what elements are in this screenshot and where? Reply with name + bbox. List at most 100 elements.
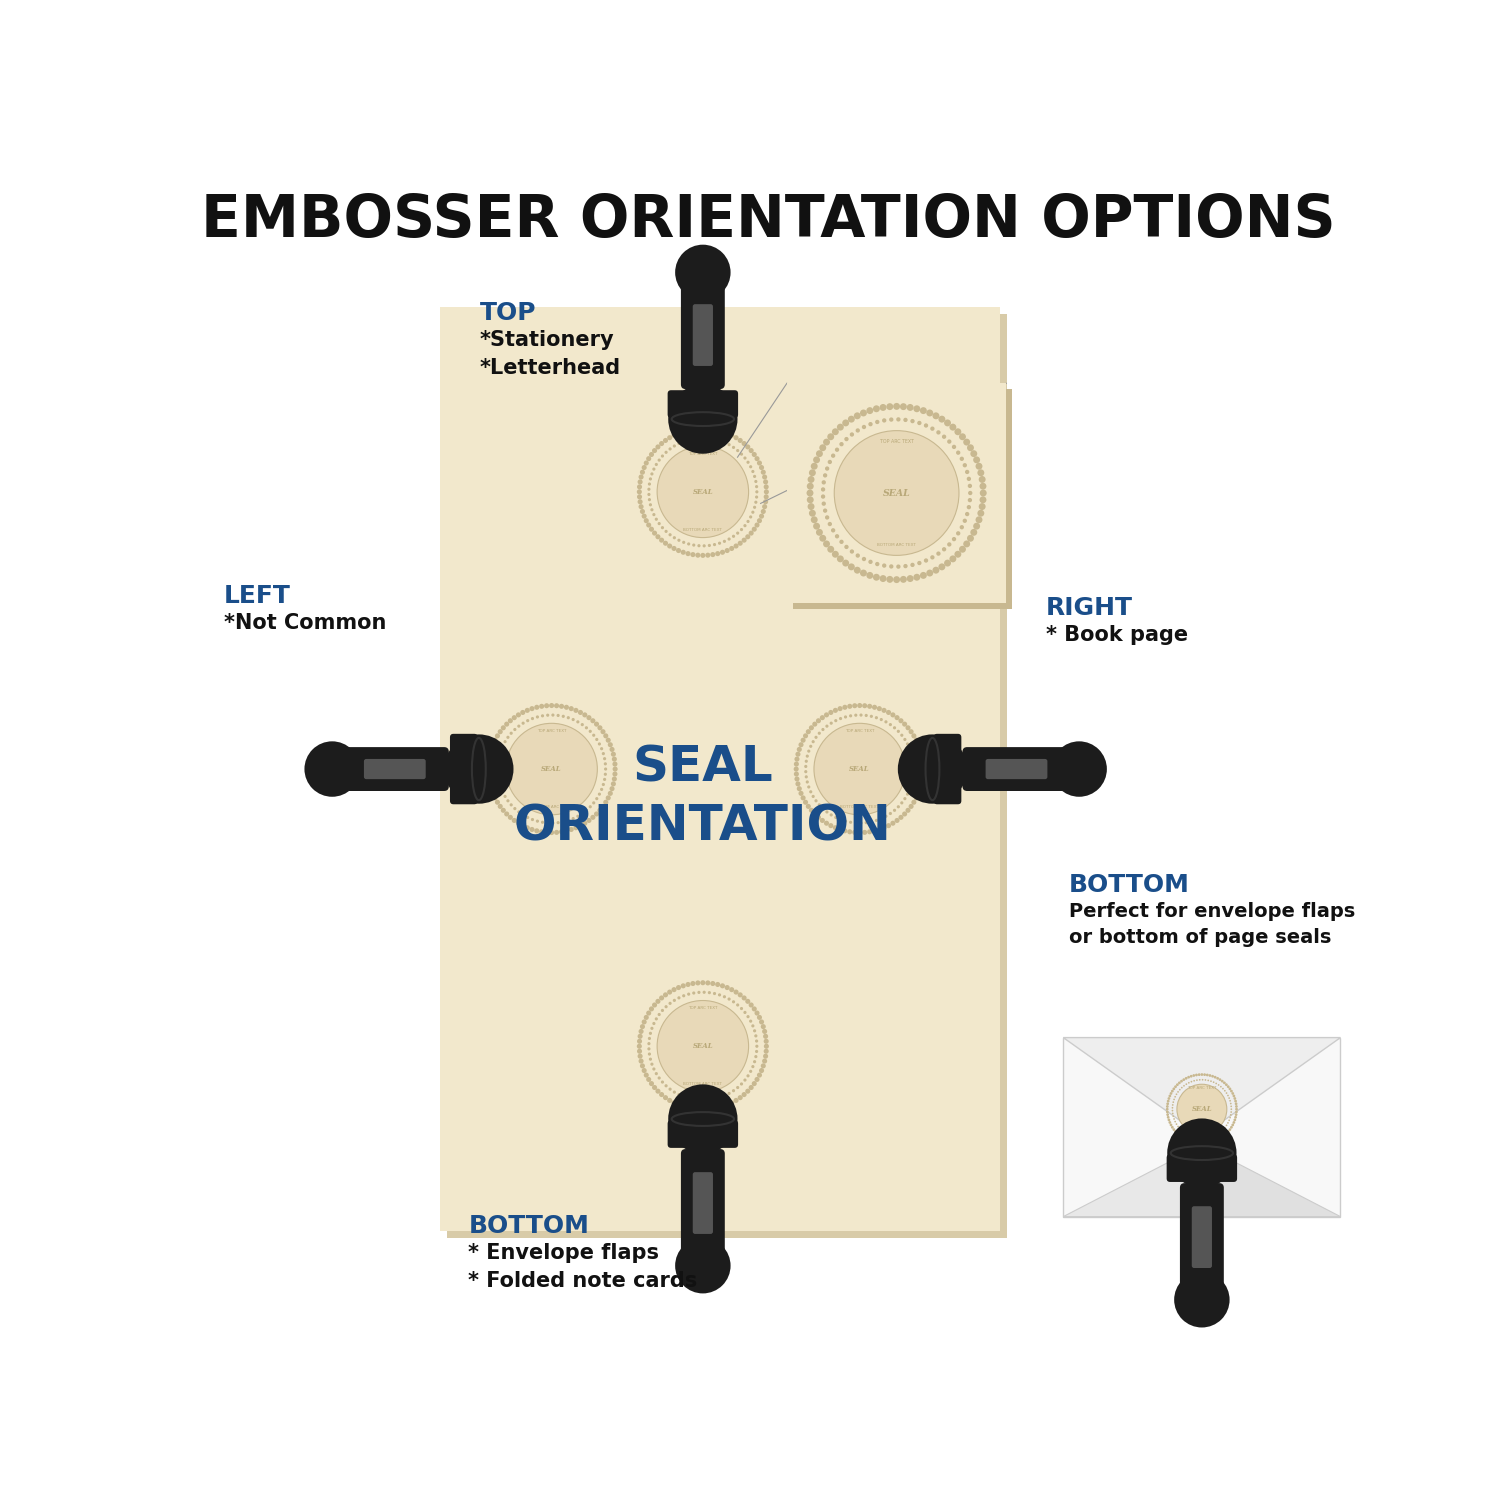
Circle shape xyxy=(1227,1095,1228,1096)
Circle shape xyxy=(978,503,986,510)
Circle shape xyxy=(686,550,690,556)
Circle shape xyxy=(916,422,921,424)
Circle shape xyxy=(741,1092,747,1096)
Circle shape xyxy=(708,544,711,548)
Circle shape xyxy=(966,477,970,482)
Circle shape xyxy=(1222,1088,1224,1089)
Circle shape xyxy=(1198,1074,1200,1076)
Circle shape xyxy=(1167,1096,1170,1100)
Circle shape xyxy=(747,1074,750,1077)
Circle shape xyxy=(944,560,951,567)
Circle shape xyxy=(1233,1096,1236,1100)
Circle shape xyxy=(807,503,814,510)
Circle shape xyxy=(651,509,654,512)
Circle shape xyxy=(1174,1131,1178,1132)
Circle shape xyxy=(657,1013,662,1016)
Circle shape xyxy=(807,496,813,504)
Circle shape xyxy=(490,790,495,796)
Circle shape xyxy=(980,489,987,496)
Circle shape xyxy=(802,734,808,738)
Circle shape xyxy=(1214,1082,1215,1083)
Circle shape xyxy=(807,750,810,753)
Circle shape xyxy=(879,718,884,722)
Circle shape xyxy=(642,465,646,470)
Circle shape xyxy=(764,1038,768,1044)
Circle shape xyxy=(504,795,507,798)
Circle shape xyxy=(596,796,598,800)
Circle shape xyxy=(804,776,808,778)
Circle shape xyxy=(586,818,591,824)
Circle shape xyxy=(705,552,711,558)
Circle shape xyxy=(1224,1126,1226,1128)
Circle shape xyxy=(1215,1083,1216,1084)
Circle shape xyxy=(592,801,596,804)
Circle shape xyxy=(732,534,735,538)
Circle shape xyxy=(702,990,706,994)
Circle shape xyxy=(746,534,750,540)
Circle shape xyxy=(603,800,609,806)
Circle shape xyxy=(978,470,984,476)
Circle shape xyxy=(754,1011,759,1016)
Circle shape xyxy=(1167,1100,1170,1102)
Circle shape xyxy=(512,716,518,720)
Circle shape xyxy=(652,1084,657,1090)
Circle shape xyxy=(501,726,506,730)
Circle shape xyxy=(1185,1134,1186,1136)
Circle shape xyxy=(815,735,818,740)
Circle shape xyxy=(798,742,804,747)
Circle shape xyxy=(970,450,978,458)
Circle shape xyxy=(855,429,859,432)
Circle shape xyxy=(960,525,964,530)
Text: TOP ARC TEXT: TOP ARC TEXT xyxy=(688,1007,717,1010)
Circle shape xyxy=(716,550,720,556)
Circle shape xyxy=(1186,1140,1190,1143)
Circle shape xyxy=(723,994,726,999)
Circle shape xyxy=(600,747,603,750)
Circle shape xyxy=(734,435,738,439)
Circle shape xyxy=(760,1064,766,1068)
Circle shape xyxy=(1230,1102,1232,1104)
Circle shape xyxy=(1172,1126,1173,1128)
Circle shape xyxy=(1226,1132,1228,1136)
Circle shape xyxy=(1206,1142,1209,1144)
Circle shape xyxy=(1210,1080,1212,1082)
Text: TOP ARC TEXT: TOP ARC TEXT xyxy=(537,729,567,734)
Circle shape xyxy=(696,1107,700,1112)
Circle shape xyxy=(821,818,825,824)
Circle shape xyxy=(842,420,849,426)
Circle shape xyxy=(844,819,847,822)
Circle shape xyxy=(488,782,492,786)
Circle shape xyxy=(652,531,657,536)
Circle shape xyxy=(1215,1134,1216,1136)
Circle shape xyxy=(606,738,610,742)
Circle shape xyxy=(764,484,768,489)
Circle shape xyxy=(668,543,672,549)
Circle shape xyxy=(564,828,568,834)
Circle shape xyxy=(702,1098,706,1102)
Circle shape xyxy=(650,452,654,458)
Circle shape xyxy=(849,714,852,717)
Circle shape xyxy=(712,438,716,441)
Circle shape xyxy=(711,1107,716,1112)
Circle shape xyxy=(1173,1098,1174,1101)
Circle shape xyxy=(1170,1124,1173,1126)
Circle shape xyxy=(1232,1092,1234,1095)
Circle shape xyxy=(1226,1083,1228,1086)
Circle shape xyxy=(597,726,603,730)
FancyBboxPatch shape xyxy=(693,1215,714,1237)
Circle shape xyxy=(1209,1074,1212,1077)
Circle shape xyxy=(753,1029,756,1032)
FancyBboxPatch shape xyxy=(447,314,1007,1238)
Circle shape xyxy=(639,1059,644,1064)
Circle shape xyxy=(824,540,830,548)
Circle shape xyxy=(916,561,921,566)
Circle shape xyxy=(591,718,596,723)
Circle shape xyxy=(638,1044,642,1048)
Circle shape xyxy=(501,808,506,813)
Circle shape xyxy=(678,538,681,542)
Circle shape xyxy=(1180,1136,1184,1138)
Circle shape xyxy=(898,718,903,723)
Circle shape xyxy=(882,564,886,568)
Circle shape xyxy=(612,766,618,771)
Circle shape xyxy=(801,738,806,742)
